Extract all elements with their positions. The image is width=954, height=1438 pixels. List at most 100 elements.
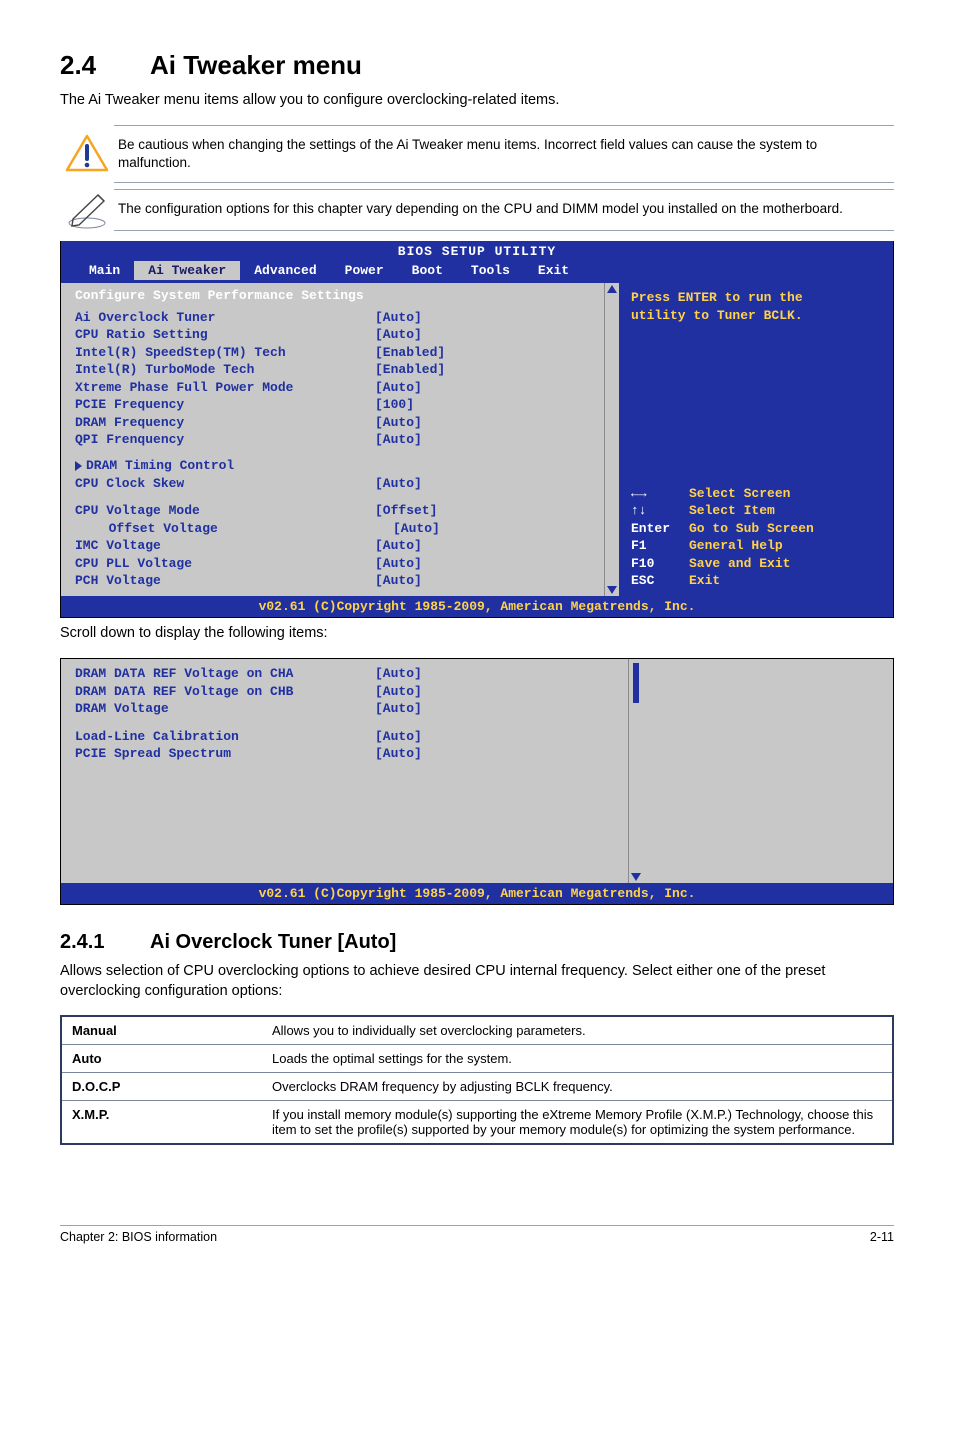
scrollbar-thumb[interactable] — [633, 663, 639, 703]
submenu-arrow-icon — [75, 461, 82, 471]
bios-setting-value: [Auto] — [375, 555, 594, 573]
bios-tab[interactable]: Tools — [457, 261, 524, 281]
bios-setting-value: [Auto] — [375, 728, 618, 746]
bios-setting-value: [Auto] — [375, 309, 594, 327]
bios-setting-value: [Auto] — [393, 520, 594, 538]
bios-setting-row[interactable]: DRAM DATA REF Voltage on CHB[Auto] — [75, 683, 618, 701]
bios-setting-row[interactable]: PCH Voltage[Auto] — [75, 572, 594, 590]
footer-right: 2-11 — [870, 1230, 894, 1244]
bios-footer: v02.61 (C)Copyright 1985-2009, American … — [61, 883, 893, 905]
bios-setting-value: [Auto] — [375, 700, 618, 718]
subsection-heading: 2.4.1Ai Overclock Tuner [Auto] — [60, 931, 894, 954]
option-desc: Allows you to individually set overclock… — [262, 1016, 893, 1045]
subsection-intro: Allows selection of CPU overclocking opt… — [60, 962, 894, 1001]
nav-desc: Select Screen — [689, 485, 790, 503]
bios-tab-bar: MainAi TweakerAdvancedPowerBootToolsExit — [61, 261, 893, 284]
option-key: X.M.P. — [61, 1101, 262, 1145]
bios-scrollbar[interactable] — [628, 659, 643, 883]
bios-tab[interactable]: Exit — [524, 261, 583, 281]
options-table: ManualAllows you to individually set ove… — [60, 1015, 894, 1145]
bios-setting-value: [Auto] — [375, 665, 618, 683]
caution-text: Be cautious when changing the settings o… — [114, 125, 894, 183]
bios-tab[interactable]: Advanced — [240, 261, 330, 281]
bios-setting-row[interactable]: PCIE Frequency[100] — [75, 396, 594, 414]
bios-section-header: Configure System Performance Settings — [75, 287, 594, 305]
bios-setting-row[interactable]: Ai Overclock Tuner[Auto] — [75, 309, 594, 327]
bios-help-pane: Press ENTER to run theutility to Tuner B… — [619, 283, 893, 596]
bios-help-text: Press ENTER to run the — [631, 289, 881, 307]
bios-setting-value: [Auto] — [375, 414, 594, 432]
table-row: D.O.C.POverclocks DRAM frequency by adju… — [61, 1073, 893, 1101]
bios-setting-row[interactable]: Load-Line Calibration[Auto] — [75, 728, 618, 746]
bios-setting-row[interactable]: DRAM Frequency[Auto] — [75, 414, 594, 432]
bios-setting-label: DRAM Timing Control — [86, 458, 234, 473]
bios-tab[interactable]: Ai Tweaker — [134, 261, 240, 281]
bios-nav-row: ESCExit — [631, 572, 881, 590]
bios-setting-label: Intel(R) TurboMode Tech — [75, 361, 375, 379]
page-footer: Chapter 2: BIOS information 2-11 — [60, 1225, 894, 1244]
bios-setting-row[interactable]: CPU Clock Skew[Auto] — [75, 475, 594, 493]
table-row: ManualAllows you to individually set ove… — [61, 1016, 893, 1045]
nav-desc: Select Item — [689, 502, 775, 520]
scroll-down-icon[interactable] — [607, 586, 617, 594]
bios-setting-label: Ai Overclock Tuner — [75, 309, 375, 327]
nav-desc: Save and Exit — [689, 555, 790, 573]
bios-setting-label: Intel(R) SpeedStep(TM) Tech — [75, 344, 375, 362]
nav-desc: Go to Sub Screen — [689, 520, 814, 538]
bios-setting-label: PCH Voltage — [75, 572, 375, 590]
bios-nav-row: ↑↓Select Item — [631, 502, 881, 520]
bios-scrollbar[interactable] — [604, 283, 619, 596]
bios-panel-continued: DRAM DATA REF Voltage on CHA[Auto]DRAM D… — [60, 658, 894, 905]
bios-setting-label: DRAM Voltage — [75, 700, 375, 718]
bios-setting-label: CPU Ratio Setting — [75, 326, 375, 344]
bios-nav-row: F10Save and Exit — [631, 555, 881, 573]
option-key: D.O.C.P — [61, 1073, 262, 1101]
bios-setting-label: Offset Voltage — [75, 520, 393, 538]
bios-setting-row[interactable]: DRAM Timing Control — [75, 457, 594, 475]
bios-setting-value: [Auto] — [375, 683, 618, 701]
bios-setting-label: Xtreme Phase Full Power Mode — [75, 379, 375, 397]
bios-setting-row[interactable]: Intel(R) SpeedStep(TM) Tech[Enabled] — [75, 344, 594, 362]
bios-footer: v02.61 (C)Copyright 1985-2009, American … — [61, 596, 893, 618]
bios-setting-row[interactable]: CPU PLL Voltage[Auto] — [75, 555, 594, 573]
bios-setting-row[interactable]: Offset Voltage[Auto] — [75, 520, 594, 538]
bios-setting-row[interactable]: DRAM Voltage[Auto] — [75, 700, 618, 718]
bios-setting-value: [Auto] — [375, 745, 618, 763]
bios-setting-value: [100] — [375, 396, 594, 414]
bios-setting-row[interactable]: CPU Ratio Setting[Auto] — [75, 326, 594, 344]
bios-tab[interactable]: Power — [331, 261, 398, 281]
subsection-title: Ai Overclock Tuner [Auto] — [150, 931, 396, 953]
bios-tab[interactable]: Main — [75, 261, 134, 281]
bios-setting-value: [Auto] — [375, 326, 594, 344]
bios-setting-row[interactable]: IMC Voltage[Auto] — [75, 537, 594, 555]
caution-note: Be cautious when changing the settings o… — [60, 125, 894, 183]
bios-tab[interactable]: Boot — [398, 261, 457, 281]
scroll-up-icon[interactable] — [607, 285, 617, 293]
bios-setting-row[interactable]: PCIE Spread Spectrum[Auto] — [75, 745, 618, 763]
scroll-down-icon[interactable] — [631, 873, 641, 881]
bios-setting-label: PCIE Frequency — [75, 396, 375, 414]
table-row: AutoLoads the optimal settings for the s… — [61, 1045, 893, 1073]
bios-setting-row[interactable]: QPI Frenquency[Auto] — [75, 431, 594, 449]
option-key: Manual — [61, 1016, 262, 1045]
nav-key: ←→ — [631, 485, 689, 503]
bios-setting-row[interactable]: DRAM DATA REF Voltage on CHA[Auto] — [75, 665, 618, 683]
bios-setting-label: CPU PLL Voltage — [75, 555, 375, 573]
section-heading: 2.4Ai Tweaker menu — [60, 50, 894, 81]
bios-setting-label: DRAM Frequency — [75, 414, 375, 432]
bios-setting-row[interactable]: Intel(R) TurboMode Tech[Enabled] — [75, 361, 594, 379]
bios-setting-row[interactable]: Xtreme Phase Full Power Mode[Auto] — [75, 379, 594, 397]
bios-setting-value: [Auto] — [375, 431, 594, 449]
nav-key: F10 — [631, 555, 689, 573]
bios-setting-row[interactable]: CPU Voltage Mode[Offset] — [75, 502, 594, 520]
nav-desc: Exit — [689, 572, 720, 590]
pencil-icon — [60, 189, 114, 231]
nav-key: ↑↓ — [631, 502, 689, 520]
table-row: X.M.P.If you install memory module(s) su… — [61, 1101, 893, 1145]
bios-nav-row: ←→Select Screen — [631, 485, 881, 503]
section-number: 2.4 — [60, 50, 150, 81]
bios-nav-row: F1General Help — [631, 537, 881, 555]
nav-key: F1 — [631, 537, 689, 555]
bios-setting-label: DRAM DATA REF Voltage on CHA — [75, 665, 375, 683]
bios-setting-value: [Enabled] — [375, 361, 594, 379]
